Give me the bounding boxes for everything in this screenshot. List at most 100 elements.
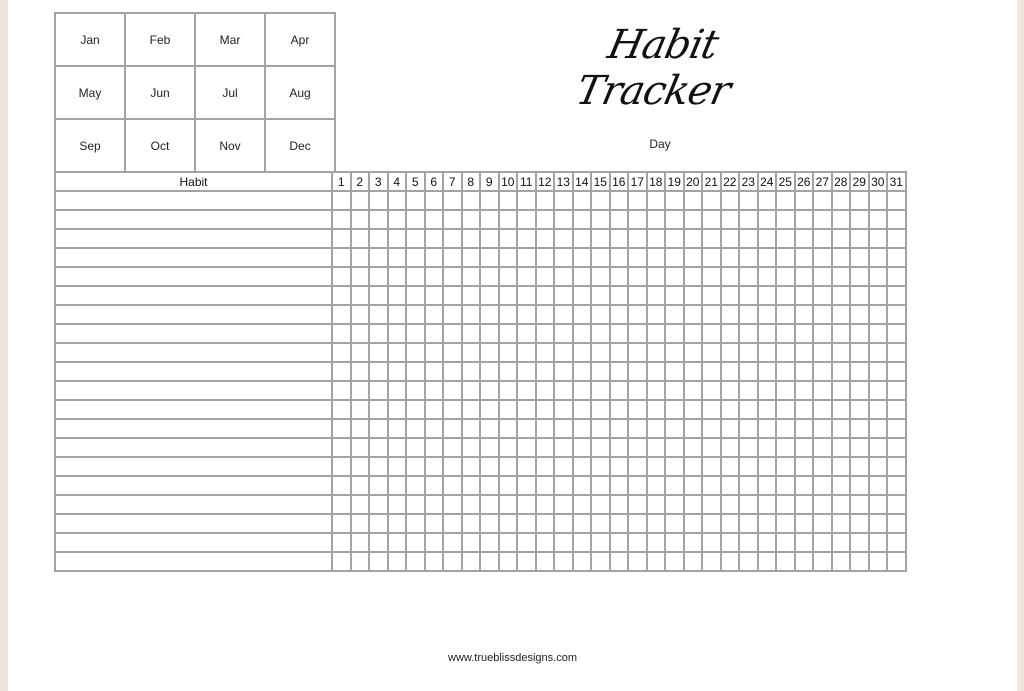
day-checkbox-cell[interactable] [756,247,777,268]
day-checkbox-cell[interactable] [830,418,851,439]
day-checkbox-cell[interactable] [497,323,518,344]
day-checkbox-cell[interactable] [830,323,851,344]
day-checkbox-cell[interactable] [682,342,703,363]
day-checkbox-cell[interactable] [349,437,370,458]
day-checkbox-cell[interactable] [738,494,759,515]
day-checkbox-cell[interactable] [775,494,796,515]
day-checkbox-cell[interactable] [516,475,537,496]
day-checkbox-cell[interactable] [368,513,389,534]
day-checkbox-cell[interactable] [368,475,389,496]
day-checkbox-cell[interactable] [349,380,370,401]
day-checkbox-cell[interactable] [534,361,555,382]
day-checkbox-cell[interactable] [442,323,463,344]
day-checkbox-cell[interactable] [682,532,703,553]
day-checkbox-cell[interactable] [682,323,703,344]
day-checkbox-cell[interactable] [553,513,574,534]
day-checkbox-cell[interactable] [756,494,777,515]
day-checkbox-cell[interactable] [386,418,407,439]
day-checkbox-cell[interactable] [608,437,629,458]
day-checkbox-cell[interactable] [479,513,500,534]
day-checkbox-cell[interactable] [719,513,740,534]
habit-name-cell[interactable] [54,418,333,439]
day-checkbox-cell[interactable] [682,266,703,287]
day-checkbox-cell[interactable] [349,247,370,268]
day-checkbox-cell[interactable] [534,532,555,553]
day-checkbox-cell[interactable] [627,266,648,287]
month-cell[interactable]: Jun [124,65,196,120]
day-checkbox-cell[interactable] [386,190,407,211]
day-checkbox-cell[interactable] [590,551,611,572]
day-checkbox-cell[interactable] [627,209,648,230]
day-checkbox-cell[interactable] [497,513,518,534]
day-checkbox-cell[interactable] [516,190,537,211]
day-checkbox-cell[interactable] [719,285,740,306]
day-checkbox-cell[interactable] [460,304,481,325]
day-checkbox-cell[interactable] [479,399,500,420]
day-checkbox-cell[interactable] [442,399,463,420]
day-checkbox-cell[interactable] [349,190,370,211]
day-checkbox-cell[interactable] [405,418,426,439]
day-checkbox-cell[interactable] [682,228,703,249]
day-checkbox-cell[interactable] [608,209,629,230]
habit-name-cell[interactable] [54,190,333,211]
day-checkbox-cell[interactable] [479,532,500,553]
day-checkbox-cell[interactable] [571,399,592,420]
habit-name-cell[interactable] [54,361,333,382]
day-checkbox-cell[interactable] [368,285,389,306]
day-checkbox-cell[interactable] [553,266,574,287]
day-checkbox-cell[interactable] [793,475,814,496]
day-checkbox-cell[interactable] [349,399,370,420]
day-checkbox-cell[interactable] [682,247,703,268]
day-checkbox-cell[interactable] [516,304,537,325]
day-checkbox-cell[interactable] [479,304,500,325]
day-checkbox-cell[interactable] [645,266,666,287]
day-checkbox-cell[interactable] [497,475,518,496]
day-checkbox-cell[interactable] [682,190,703,211]
day-checkbox-cell[interactable] [516,323,537,344]
day-checkbox-cell[interactable] [349,228,370,249]
day-checkbox-cell[interactable] [645,399,666,420]
day-checkbox-cell[interactable] [627,437,648,458]
day-checkbox-cell[interactable] [405,513,426,534]
day-checkbox-cell[interactable] [627,456,648,477]
day-checkbox-cell[interactable] [756,456,777,477]
day-checkbox-cell[interactable] [331,266,352,287]
day-checkbox-cell[interactable] [738,285,759,306]
day-checkbox-cell[interactable] [590,437,611,458]
habit-name-cell[interactable] [54,551,333,572]
day-checkbox-cell[interactable] [590,247,611,268]
day-checkbox-cell[interactable] [645,228,666,249]
day-checkbox-cell[interactable] [442,513,463,534]
day-checkbox-cell[interactable] [627,494,648,515]
day-checkbox-cell[interactable] [608,418,629,439]
day-checkbox-cell[interactable] [479,475,500,496]
day-checkbox-cell[interactable] [812,418,833,439]
day-checkbox-cell[interactable] [645,494,666,515]
habit-name-cell[interactable] [54,437,333,458]
day-checkbox-cell[interactable] [423,228,444,249]
day-checkbox-cell[interactable] [479,342,500,363]
day-checkbox-cell[interactable] [497,494,518,515]
day-checkbox-cell[interactable] [553,437,574,458]
day-checkbox-cell[interactable] [349,475,370,496]
day-checkbox-cell[interactable] [349,551,370,572]
day-checkbox-cell[interactable] [590,399,611,420]
day-checkbox-cell[interactable] [534,266,555,287]
day-checkbox-cell[interactable] [812,513,833,534]
day-checkbox-cell[interactable] [756,475,777,496]
day-checkbox-cell[interactable] [849,304,870,325]
day-checkbox-cell[interactable] [756,266,777,287]
habit-name-cell[interactable] [54,380,333,401]
day-checkbox-cell[interactable] [775,475,796,496]
day-checkbox-cell[interactable] [571,209,592,230]
day-checkbox-cell[interactable] [775,437,796,458]
day-checkbox-cell[interactable] [516,551,537,572]
day-checkbox-cell[interactable] [719,551,740,572]
day-checkbox-cell[interactable] [571,532,592,553]
day-checkbox-cell[interactable] [627,418,648,439]
day-checkbox-cell[interactable] [627,304,648,325]
day-checkbox-cell[interactable] [460,418,481,439]
day-checkbox-cell[interactable] [405,380,426,401]
day-checkbox-cell[interactable] [442,380,463,401]
day-checkbox-cell[interactable] [386,247,407,268]
